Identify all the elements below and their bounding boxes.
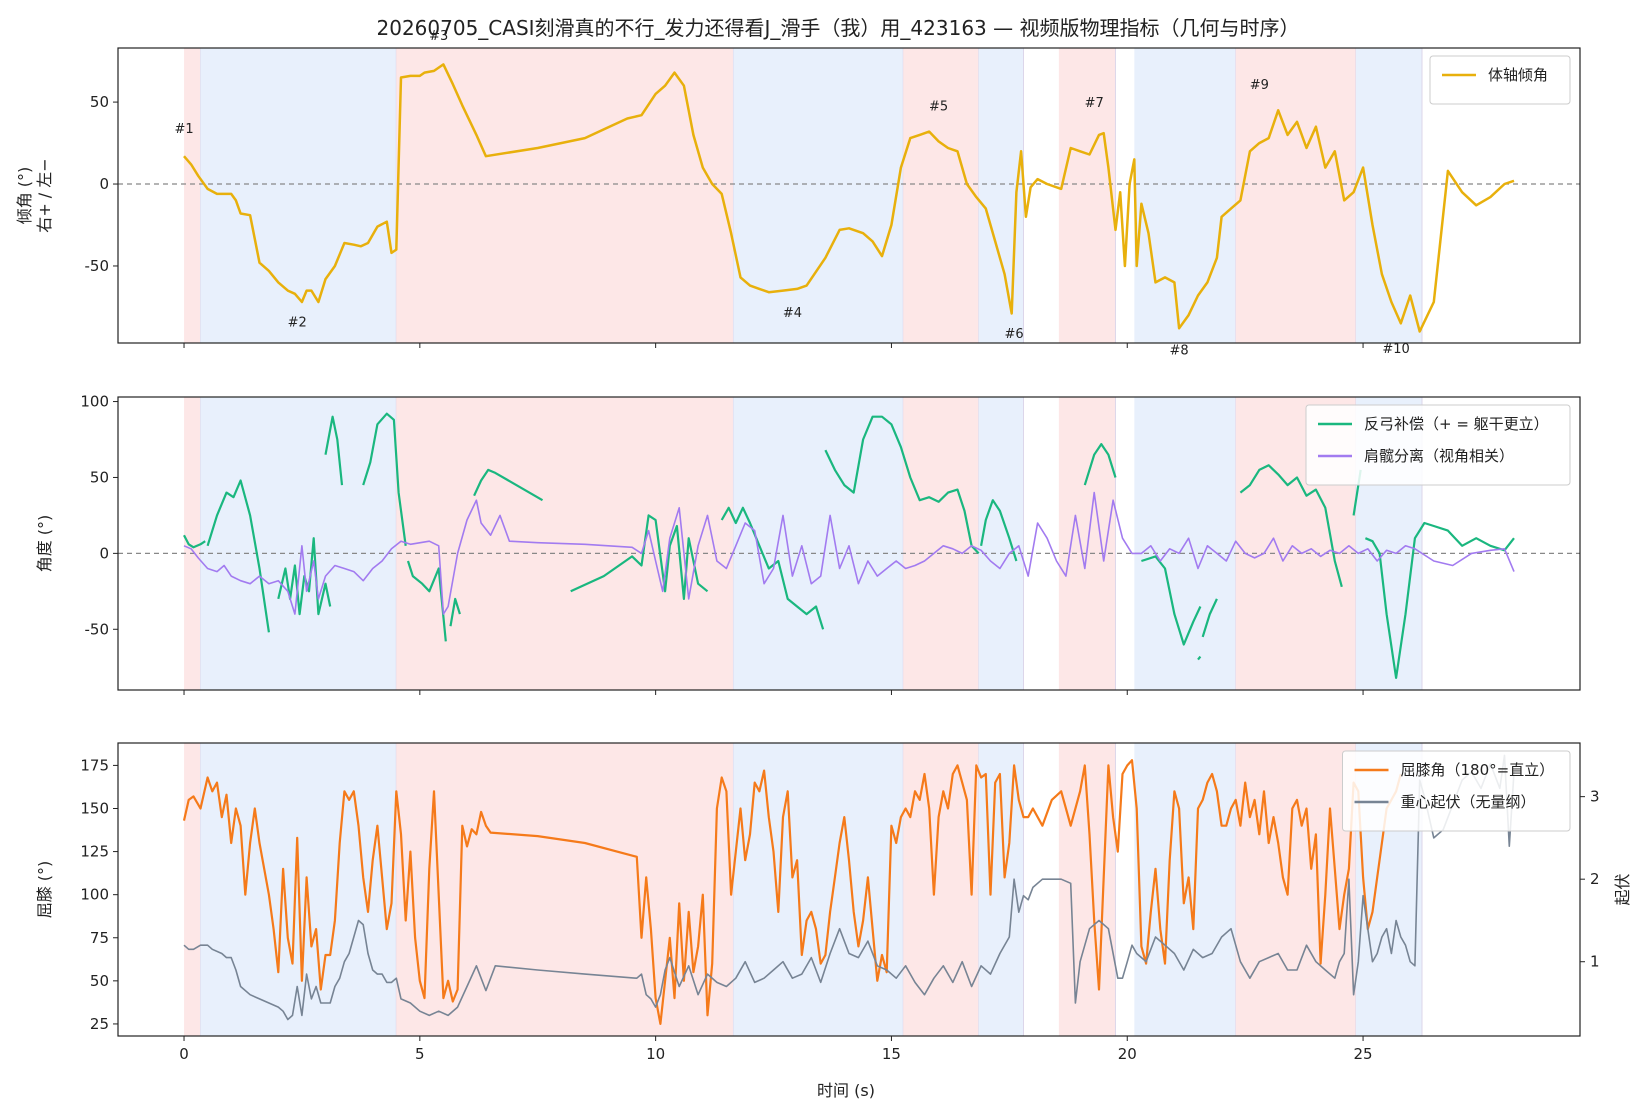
legend-entry: 肩髋分离（视角相关） xyxy=(1364,447,1514,465)
phase-band xyxy=(903,48,979,343)
phase-band xyxy=(1235,743,1356,1036)
y-tick-label: 125 xyxy=(80,843,109,861)
y-tick-label: 150 xyxy=(80,799,109,817)
y-tick-label: 75 xyxy=(90,929,109,947)
phase-band xyxy=(978,397,1024,690)
legend-entry: 体轴倾角 xyxy=(1488,66,1548,84)
y-axis-label: 角度 (°) xyxy=(35,515,54,573)
series-line-1-part xyxy=(362,412,407,546)
legend-box xyxy=(1342,750,1571,832)
panel-1: #1 #2 #3 #4 #5 #6 #7 #8 #9 #10 50 0 -50 倾角 (°) 右+ / 左−… xyxy=(15,29,1581,358)
phase-band xyxy=(1058,48,1116,343)
legend-entry: 反弓补偿（+ = 躯干更立） xyxy=(1364,415,1549,433)
series-line-1-part xyxy=(1239,464,1343,588)
y-tick-label: 50 xyxy=(90,93,109,111)
series-group xyxy=(182,754,1515,1025)
y-tick-label: 100 xyxy=(80,393,109,411)
phase-band xyxy=(1235,48,1356,343)
segment-label: #7 xyxy=(1085,96,1104,111)
series-line-1-part xyxy=(570,514,709,600)
x-tick-label: 25 xyxy=(1354,1045,1373,1063)
x-tick-label: 15 xyxy=(882,1045,901,1063)
series-line-1 xyxy=(183,63,1515,333)
y2-tick-label: 3 xyxy=(1590,788,1600,806)
series-line-1-part xyxy=(324,415,344,486)
axes-frame xyxy=(117,742,1581,1037)
series-line-1-part xyxy=(824,415,980,555)
phase-band xyxy=(903,397,979,690)
y-tick-label: 50 xyxy=(90,468,109,486)
segment-label: #1 xyxy=(174,122,193,137)
y-axis-sublabel: 右+ / 左− xyxy=(35,158,54,232)
y2-tick-label: 2 xyxy=(1590,870,1600,888)
segment-label: #8 xyxy=(1170,343,1189,358)
y-tick-label: 0 xyxy=(99,175,109,193)
x-tick-label: 10 xyxy=(646,1045,665,1063)
phase-band xyxy=(1134,48,1236,343)
y-tick-label: -50 xyxy=(85,257,110,275)
segment-label: #5 xyxy=(929,99,948,114)
series-line-1-part xyxy=(206,479,270,633)
segment-label: #4 xyxy=(783,306,802,321)
series-line-1-part xyxy=(1083,443,1117,486)
series-line-1-part xyxy=(1201,598,1218,638)
series-line-1-part xyxy=(473,468,544,502)
series-group xyxy=(183,63,1515,333)
phase-band xyxy=(733,743,904,1036)
y-tick-label: -50 xyxy=(85,620,110,638)
panel-2: 100 50 0 -50 角度 (°) 反弓补偿（+ = 躯干更立） 肩髋分离（视角相关） xyxy=(35,393,1581,695)
y-axis-label: 屈膝 (°) xyxy=(35,861,54,919)
series-line-1-part xyxy=(449,597,461,627)
y2-axis-label: 起伏 xyxy=(1613,873,1632,905)
x-tick-label: 0 xyxy=(179,1045,189,1063)
x-tick-label: 20 xyxy=(1118,1045,1137,1063)
series-group xyxy=(183,412,1515,679)
y-axis-label: 倾角 (°) xyxy=(15,167,34,225)
segment-label: #10 xyxy=(1382,342,1409,357)
segment-label: #3 xyxy=(429,29,448,44)
y-tick-label: 0 xyxy=(99,544,109,562)
y-tick-label: 175 xyxy=(80,756,109,774)
axes-frame xyxy=(117,396,1581,691)
series-line-1-part xyxy=(183,534,206,549)
series-line-1-part xyxy=(1197,655,1202,661)
legend-box xyxy=(1429,55,1571,105)
y-tick-label: 100 xyxy=(80,886,109,904)
phase-band xyxy=(184,397,201,690)
series-line-1 xyxy=(182,759,1402,1025)
series-line-2 xyxy=(183,754,1515,1021)
legend-entry: 重心起伏（无量纲） xyxy=(1401,793,1536,811)
phase-band xyxy=(396,48,734,343)
series-line-1-part xyxy=(1141,555,1202,646)
series-line-1-part xyxy=(1364,521,1515,679)
segment-label: #6 xyxy=(1004,327,1023,342)
phase-band xyxy=(184,48,201,343)
y-tick-label: 50 xyxy=(90,972,109,990)
x-tick-label: 5 xyxy=(415,1045,425,1063)
series-line-1-part xyxy=(980,499,1018,562)
segment-label: #9 xyxy=(1250,78,1269,93)
segment-label: #2 xyxy=(288,316,307,331)
legend-entry: 屈膝角（180°=直立） xyxy=(1401,761,1555,779)
legend-box xyxy=(1305,404,1571,486)
x-axis-label: 时间 (s) xyxy=(817,1081,875,1100)
y-tick-label: 25 xyxy=(90,1015,109,1033)
phase-band xyxy=(200,397,397,690)
chart-title: 20260705_CASI刻滑真的不行_发力还得看J_滑手（我）用_423163… xyxy=(377,16,1300,40)
phase-band xyxy=(1134,743,1236,1036)
series-line-1-part xyxy=(406,560,447,642)
phase-band xyxy=(733,48,904,343)
y2-tick-label: 1 xyxy=(1590,953,1600,971)
phase-band xyxy=(396,743,734,1036)
phase-band xyxy=(184,743,201,1036)
series-line-2 xyxy=(183,491,1515,615)
phase-band xyxy=(903,743,979,1036)
series-line-1-part xyxy=(720,506,825,630)
axes-frame xyxy=(117,47,1581,344)
phase-band xyxy=(733,397,904,690)
